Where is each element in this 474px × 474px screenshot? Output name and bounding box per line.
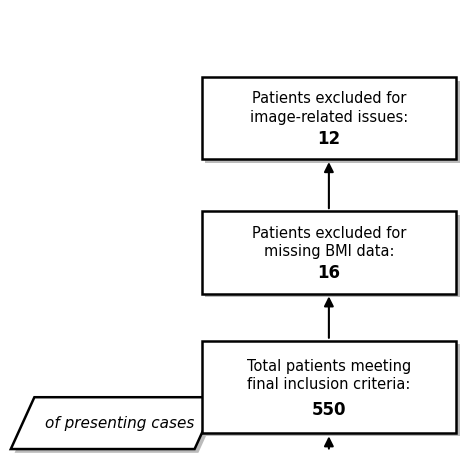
Polygon shape <box>15 401 222 453</box>
Polygon shape <box>11 397 218 449</box>
FancyBboxPatch shape <box>201 341 456 433</box>
FancyBboxPatch shape <box>205 345 460 437</box>
FancyBboxPatch shape <box>205 81 460 163</box>
FancyBboxPatch shape <box>205 215 460 297</box>
Text: 12: 12 <box>317 129 340 147</box>
Text: Total patients meeting
final inclusion criteria:: Total patients meeting final inclusion c… <box>247 359 411 392</box>
Text: 550: 550 <box>311 401 346 419</box>
Text: Patients excluded for
missing BMI data:: Patients excluded for missing BMI data: <box>252 226 406 259</box>
FancyBboxPatch shape <box>201 77 456 159</box>
Text: Patients excluded for
image-related issues:: Patients excluded for image-related issu… <box>250 91 408 125</box>
FancyBboxPatch shape <box>201 211 456 293</box>
Text: of presenting cases: of presenting cases <box>45 416 194 431</box>
Text: 16: 16 <box>318 264 340 282</box>
